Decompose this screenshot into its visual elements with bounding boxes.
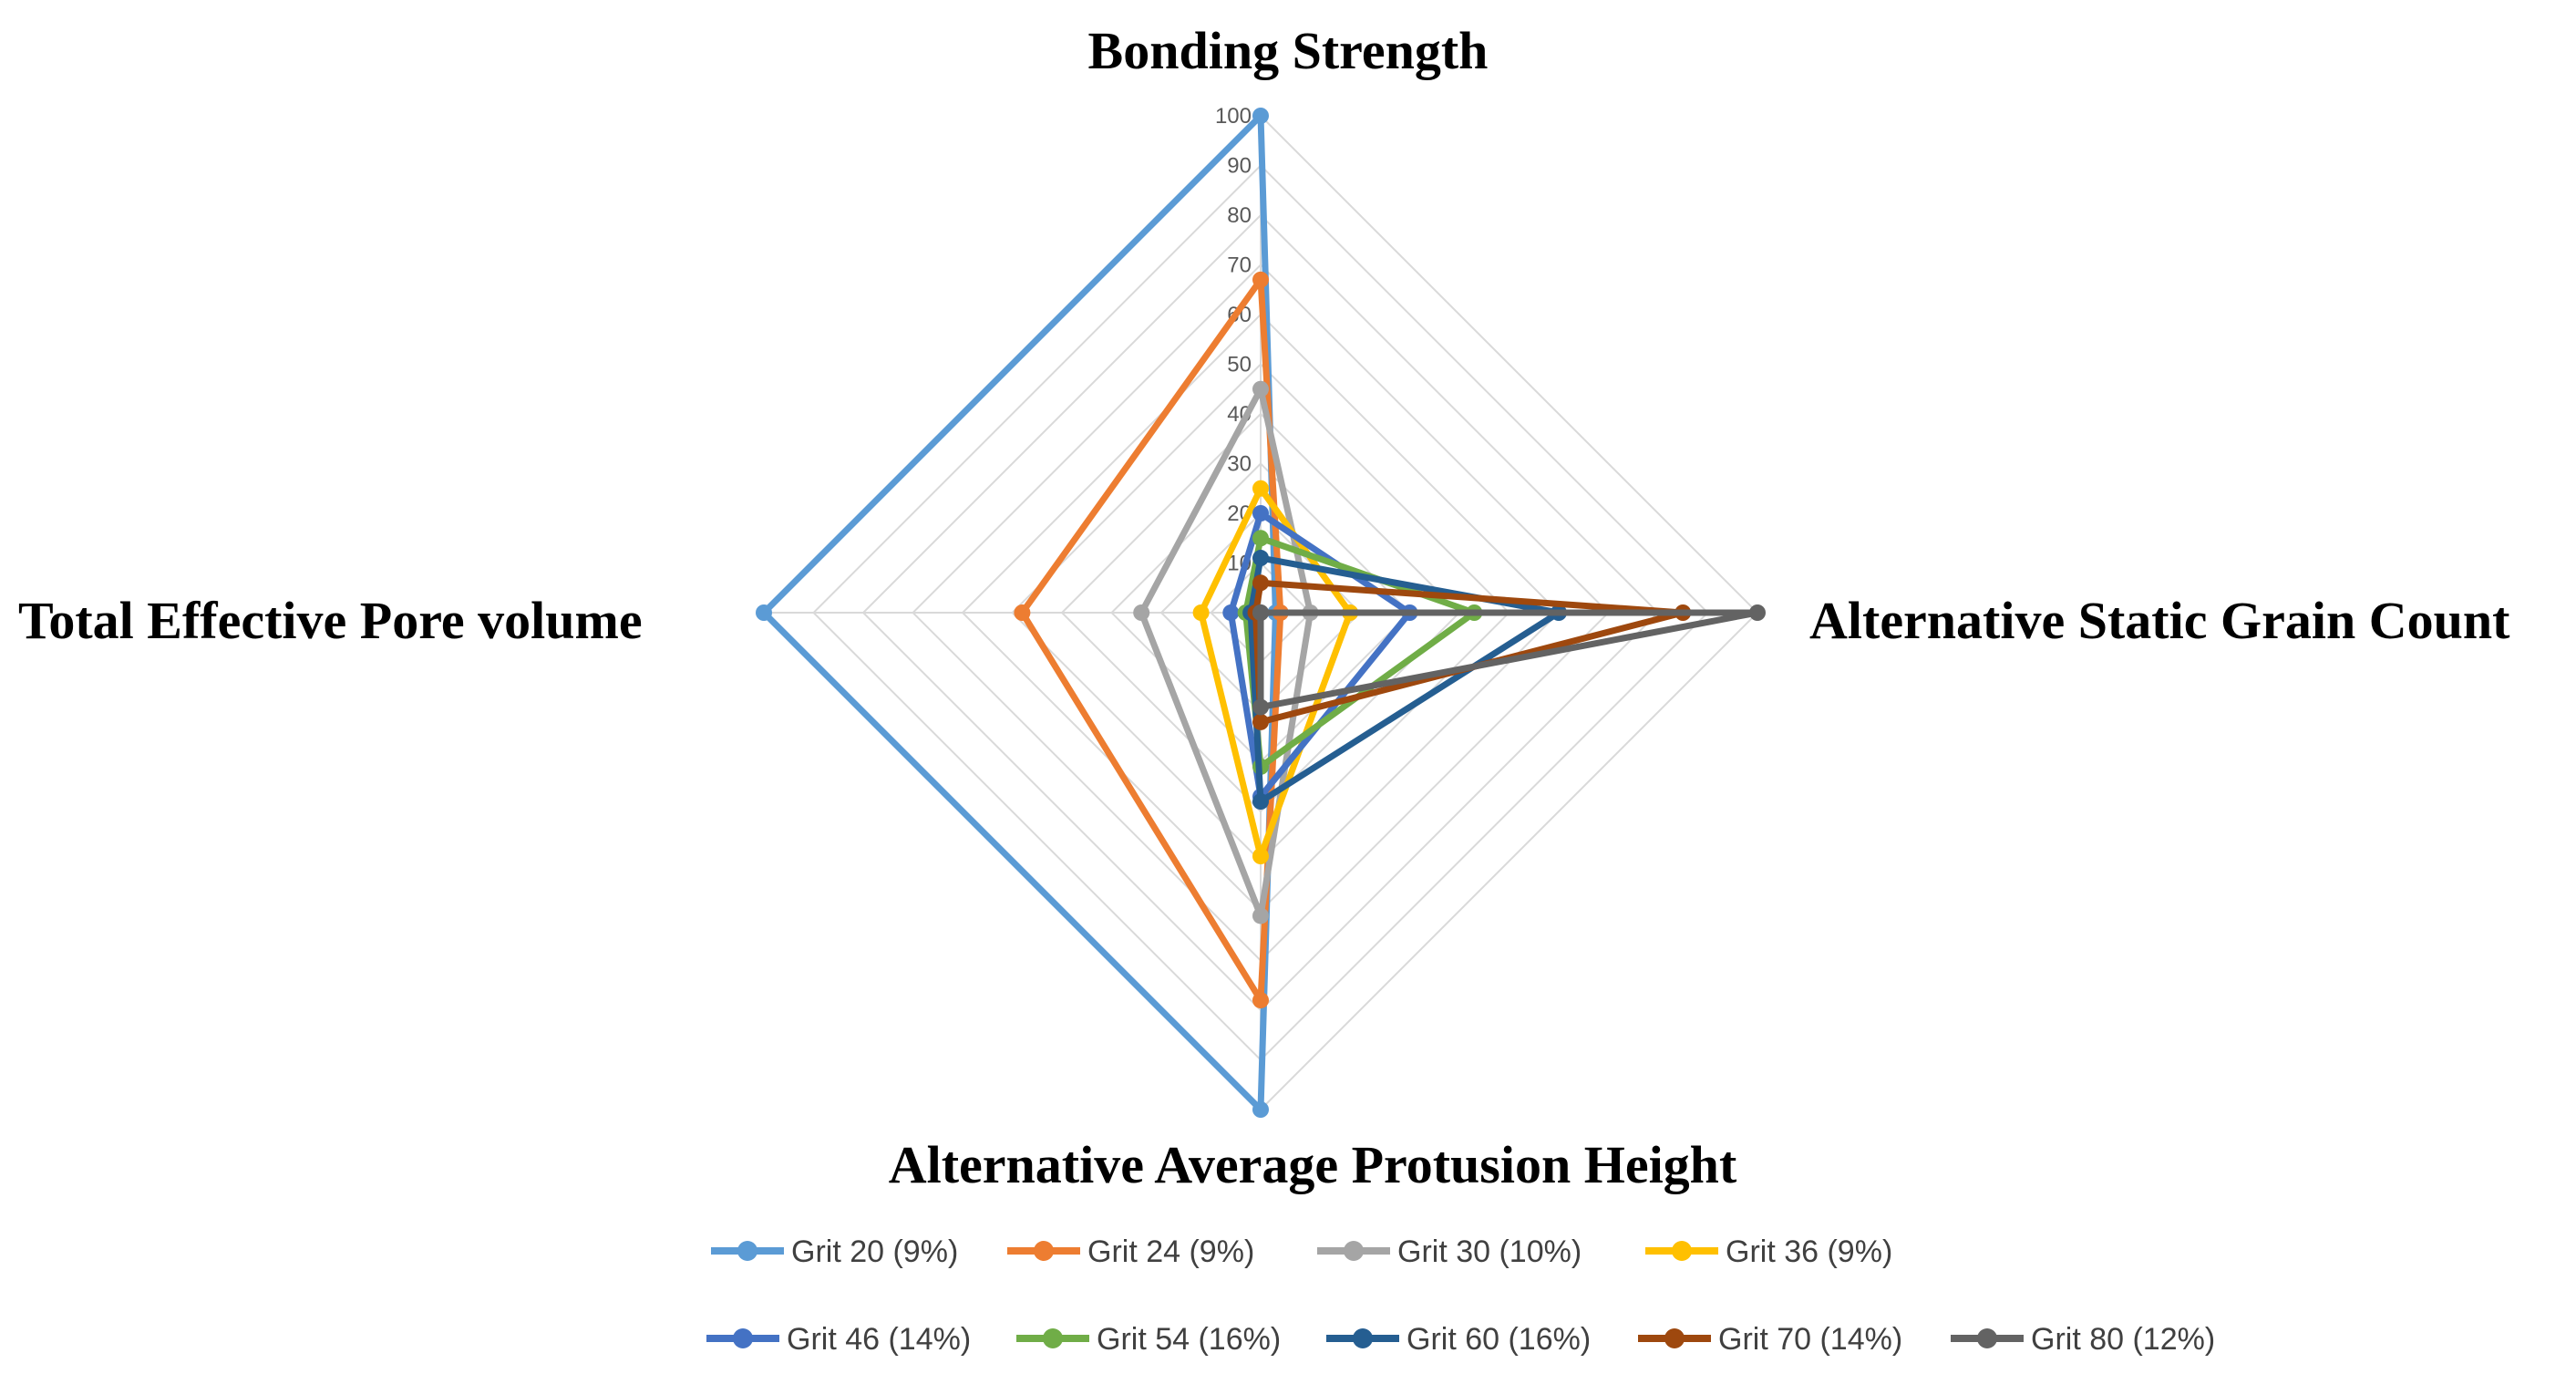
series-point (1252, 574, 1269, 592)
series-9 (1252, 604, 1766, 716)
tick-label-70: 70 (1227, 253, 1252, 278)
series-point (1133, 604, 1150, 621)
series-point (1014, 604, 1031, 621)
legend-item: Grit 36 (9%) (1645, 1234, 1892, 1269)
legend-item: Grit 54 (16%) (1016, 1322, 1281, 1357)
legend-marker (1977, 1328, 1997, 1348)
legend-item: Grit 46 (14%) (706, 1322, 971, 1357)
legend-marker (1664, 1328, 1685, 1348)
legend-marker (1043, 1328, 1063, 1348)
legend-label: Grit 20 (9%) (791, 1234, 958, 1269)
tick-label-80: 80 (1227, 203, 1252, 228)
axis-title-static-grain-count: Alternative Static Grain Count (1809, 591, 2510, 650)
legend-marker (1672, 1241, 1692, 1261)
series-point (1252, 992, 1269, 1009)
legend-label: Grit 36 (9%) (1726, 1234, 1892, 1269)
tick-label-90: 90 (1227, 154, 1252, 179)
legend-marker (1344, 1241, 1364, 1261)
legend-marker (733, 1328, 753, 1348)
legend-label: Grit 24 (9%) (1087, 1234, 1254, 1269)
series-point (1749, 604, 1766, 621)
series-8 (1247, 574, 1692, 730)
radar-tick-labels: 0102030405060708090100 (1215, 104, 1252, 625)
series-point (1222, 604, 1240, 621)
axis-title-bonding-strength: Bonding Strength (1088, 21, 1489, 80)
legend-label: Grit 46 (14%) (787, 1322, 971, 1357)
series-point (1252, 793, 1269, 811)
series-point (1252, 271, 1269, 288)
legend-item: Grit 80 (12%) (1951, 1322, 2215, 1357)
series-point (1252, 1101, 1269, 1118)
series-point (1252, 505, 1269, 522)
series-point (1252, 380, 1269, 398)
series-point (1252, 907, 1269, 924)
legend-label: Grit 80 (12%) (2031, 1322, 2215, 1357)
legend-item: Grit 20 (9%) (711, 1234, 958, 1269)
series-point (756, 604, 772, 621)
series-point (1252, 848, 1269, 865)
axis-title-protrusion-height: Alternative Average Protusion Height (889, 1135, 1737, 1194)
series-point (1252, 604, 1269, 621)
axis-title-pore-volume: Total Effective Pore volume (18, 591, 643, 650)
series-point (1252, 480, 1269, 497)
legend-label: Grit 60 (16%) (1406, 1322, 1591, 1357)
legend-marker (1353, 1328, 1373, 1348)
axis-titles: Bonding Strength Alternative Static Grai… (18, 21, 2510, 1194)
series-point (1252, 550, 1269, 567)
series-point (1252, 698, 1269, 716)
legend-marker (737, 1241, 757, 1261)
series-point (1252, 713, 1269, 730)
legend-label: Grit 70 (14%) (1718, 1322, 1902, 1357)
legend-item: Grit 30 (10%) (1317, 1234, 1582, 1269)
legend-label: Grit 54 (16%) (1097, 1322, 1281, 1357)
legend-label: Grit 30 (10%) (1397, 1234, 1582, 1269)
legend-item: Grit 70 (14%) (1638, 1322, 1902, 1357)
radar-series (756, 108, 1766, 1118)
legend-item: Grit 60 (16%) (1326, 1322, 1591, 1357)
legend-item: Grit 24 (9%) (1007, 1234, 1254, 1269)
series-point (1192, 604, 1210, 621)
tick-label-30: 30 (1227, 452, 1252, 477)
legend-marker (1034, 1241, 1054, 1261)
series-point (1252, 108, 1269, 124)
series-line (1257, 609, 1761, 711)
series-point (1252, 530, 1269, 547)
legend: Grit 20 (9%) Grit 24 (9%) Grit 30 (10%) Gri… (706, 1234, 2215, 1357)
tick-label-100: 100 (1215, 104, 1252, 129)
tick-label-50: 50 (1227, 353, 1252, 377)
